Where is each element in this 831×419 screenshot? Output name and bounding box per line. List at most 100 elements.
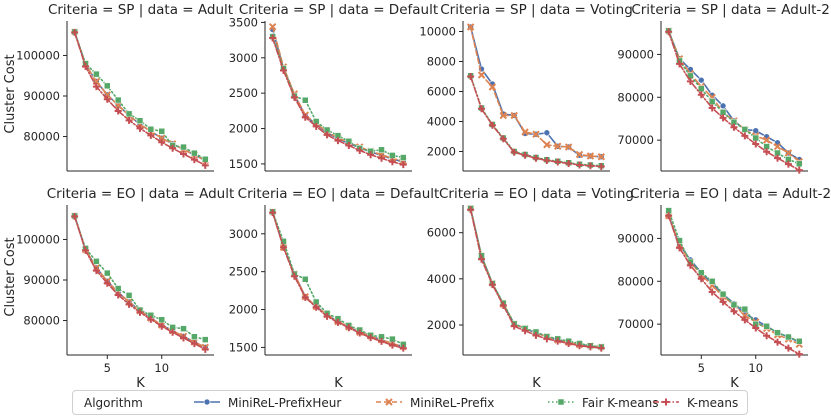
data-point (697, 275, 705, 283)
y-tick-label: 90000 (617, 231, 654, 245)
data-point (190, 156, 198, 164)
data-point (597, 153, 605, 161)
series-line (667, 214, 801, 343)
data-point (575, 150, 584, 159)
data-point (334, 137, 342, 145)
data-point (301, 113, 309, 121)
data-point (708, 98, 716, 105)
data-point (741, 305, 749, 313)
data-point (784, 160, 792, 168)
legend-marker (662, 398, 670, 406)
data-point (796, 338, 803, 345)
data-point (752, 324, 760, 332)
data-point (763, 332, 771, 340)
y-tick-label: 80000 (617, 90, 654, 104)
data-point (280, 67, 288, 75)
series-minirel-prefixheur (467, 23, 605, 161)
series-minirel-prefixheur (71, 212, 209, 351)
data-point (136, 124, 144, 132)
data-point (521, 151, 529, 159)
y-tick-label: 3000 (229, 227, 258, 241)
data-point (784, 344, 792, 352)
data-point (488, 121, 496, 129)
series-fair-k-means (467, 205, 605, 351)
y-tick-label: 6000 (427, 85, 456, 99)
legend (72, 390, 748, 415)
data-point (466, 23, 475, 31)
data-point (269, 209, 277, 217)
data-point (686, 261, 694, 269)
x-axis-label: K (532, 376, 541, 391)
series-k-means (269, 209, 407, 352)
data-point (158, 316, 165, 323)
series-minirel-prefixheur (269, 208, 407, 350)
panel-6: Criteria = EO | data = Default 1500 2000 25… (229, 186, 440, 391)
y-tick-label: 4000 (427, 272, 456, 286)
x-axis-label: K (334, 376, 343, 391)
series-minirel-prefix (664, 212, 803, 348)
panel-7: Criteria = EO | data = Voting 2000 4000 600… (427, 186, 634, 391)
series-minirel-prefixheur (665, 212, 803, 346)
series-line (271, 211, 405, 348)
panel-title: Criteria = EO | data = Voting (439, 186, 634, 202)
data-point (467, 73, 475, 80)
data-point (521, 327, 529, 335)
data-point (499, 111, 507, 120)
data-point (708, 104, 716, 112)
y-tick-label: 1500 (229, 340, 258, 354)
data-point (71, 212, 79, 220)
data-point (169, 328, 177, 336)
data-point (686, 77, 694, 85)
data-point (586, 162, 594, 170)
data-point (323, 312, 331, 320)
data-point (202, 336, 209, 343)
data-point (719, 102, 727, 110)
data-point (488, 83, 497, 91)
y-tick-label: 3500 (229, 15, 258, 29)
panel-title: Criteria = EO | data = Adult (47, 186, 235, 202)
series-line (73, 215, 207, 341)
y-tick-label: 70000 (617, 317, 654, 331)
data-point (301, 293, 309, 301)
data-point (82, 246, 90, 254)
data-point (554, 337, 562, 345)
y-tick-label: 2000 (229, 303, 258, 317)
data-point (697, 91, 705, 99)
data-point (345, 142, 353, 150)
x-tick-label: 10 (748, 361, 763, 375)
data-point (158, 322, 166, 330)
panel-title: Criteria = SP | data = Adult-2F (631, 2, 831, 18)
legend-label: MiniReL-PrefixHeur (228, 396, 341, 410)
panel-2: Criteria = SP | data = Default 1500 2000 25… (229, 2, 438, 172)
data-point (532, 331, 540, 339)
data-point (82, 62, 90, 70)
data-point (323, 131, 331, 139)
data-point (201, 345, 209, 353)
data-point (93, 258, 100, 265)
data-point (676, 60, 684, 68)
data-point (543, 157, 551, 164)
data-point (784, 149, 793, 157)
data-point (785, 333, 792, 341)
data-point (180, 150, 188, 158)
data-point (378, 337, 386, 345)
data-point (125, 300, 133, 308)
x-axis-label: K (136, 376, 145, 391)
y-tick-label: 2000 (229, 122, 258, 136)
series-fair-k-means (71, 212, 209, 343)
data-point (752, 134, 759, 142)
x-tick-label: 5 (698, 361, 705, 375)
y-axis-label-top-row: Cluster Cost (3, 54, 18, 133)
series-minirel-prefix (70, 28, 209, 165)
series-line (271, 37, 405, 166)
series-fair-k-means (71, 28, 209, 163)
data-point (576, 161, 584, 169)
data-point (597, 163, 605, 170)
data-point (345, 324, 353, 332)
data-point (92, 267, 100, 275)
series-line (667, 209, 801, 343)
data-point (478, 255, 486, 263)
data-point (312, 122, 320, 130)
y-tick-label: 2500 (229, 265, 258, 279)
panel-title: Criteria = EO | data = Adult-2F (630, 186, 831, 202)
